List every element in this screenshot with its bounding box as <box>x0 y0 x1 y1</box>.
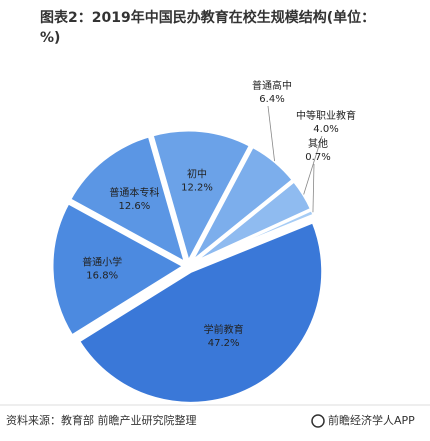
source: 资料来源：教育部 前瞻产业研究院整理 <box>6 413 197 427</box>
value-label: 0.7% <box>305 152 330 163</box>
leader-line <box>267 105 275 162</box>
slice-label: 普通高中 <box>252 79 292 92</box>
pie-slice <box>67 134 188 266</box>
value-label: 47.2% <box>208 338 240 349</box>
pie-slice <box>50 200 187 338</box>
slice-label: 其他 <box>308 137 328 150</box>
leader-line <box>303 135 323 195</box>
value-label: 4.0% <box>313 124 338 135</box>
value-label: 6.4% <box>259 94 284 105</box>
slice-label: 中等职业教育 <box>296 109 356 122</box>
value-label: 12.6% <box>118 201 150 212</box>
leader-line <box>312 163 315 213</box>
logo: 前瞻经济学人APP <box>328 413 415 427</box>
slice-label: 普通小学 <box>82 255 122 268</box>
logo-icon <box>311 414 325 428</box>
slice-label: 普通本专科 <box>109 186 159 199</box>
slice-label: 初中 <box>187 168 207 181</box>
value-label: 16.8% <box>86 270 118 281</box>
pie-slice <box>150 128 253 267</box>
slice-label: 学前教育 <box>204 323 244 336</box>
chart-title: 图表2：2019年中国民办教育在校生规模结构(单位：%) <box>40 10 376 46</box>
value-label: 12.2% <box>181 183 213 194</box>
pie-slice <box>76 219 325 405</box>
pie-slice <box>191 207 317 266</box>
